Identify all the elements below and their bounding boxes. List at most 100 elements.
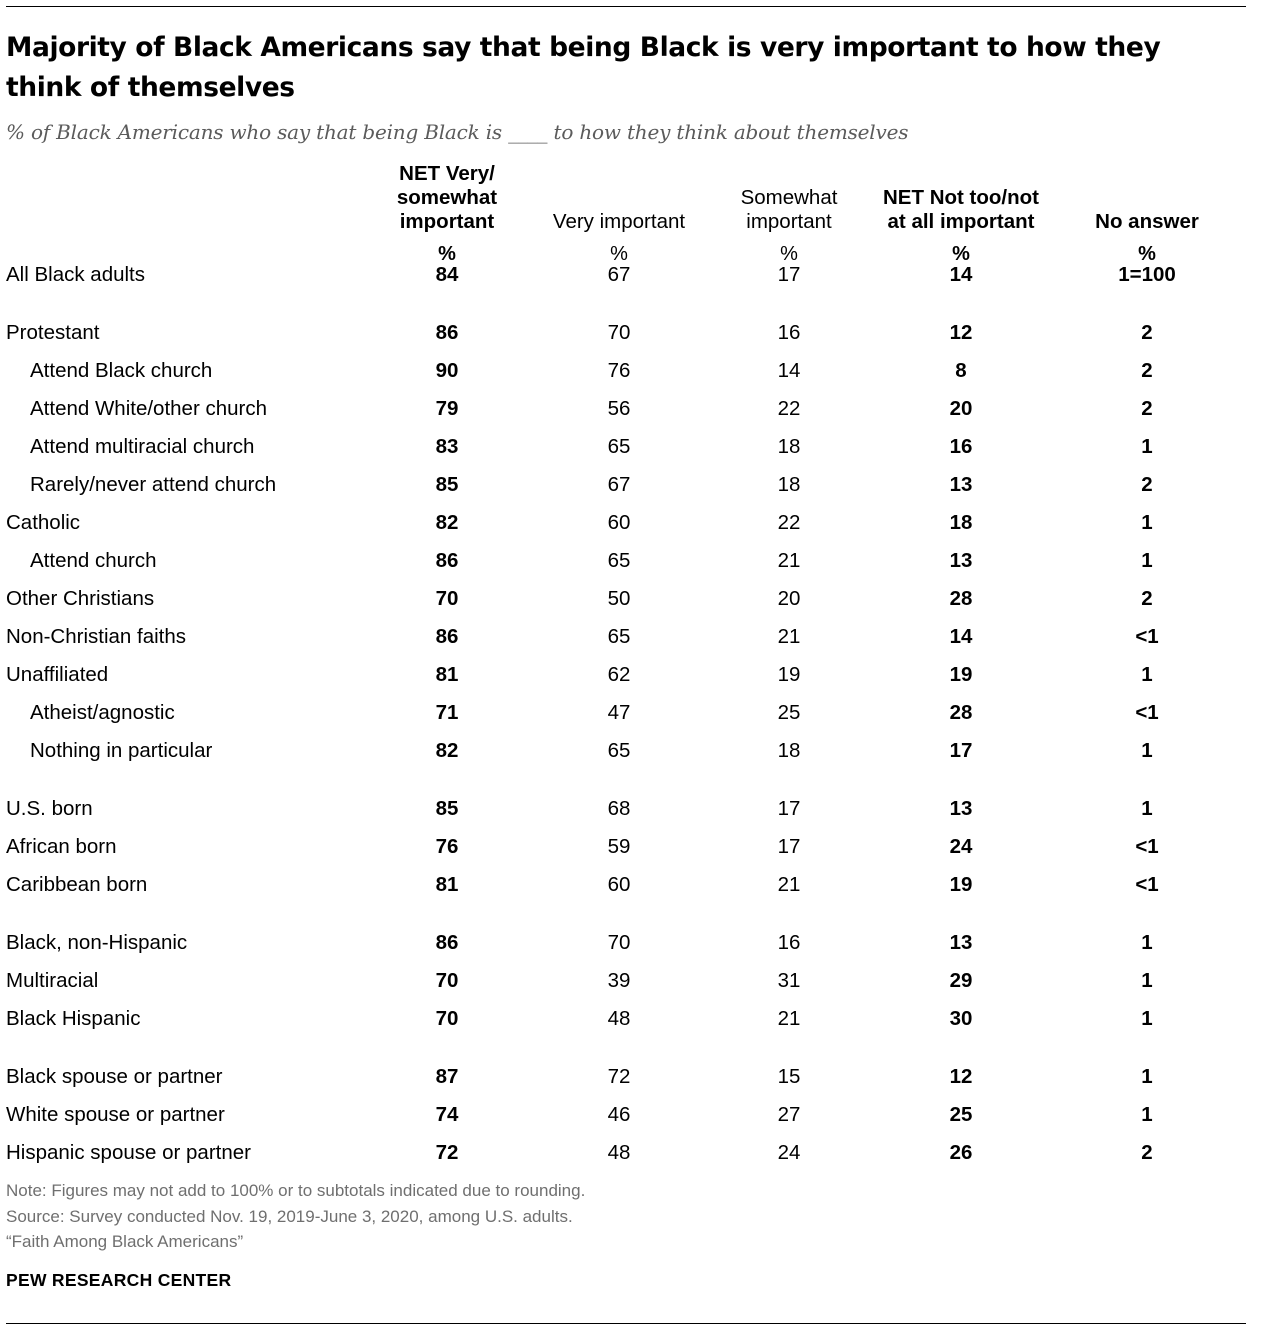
table-cell: 28: [949, 587, 973, 610]
table-cell: 26: [949, 1141, 973, 1164]
row-label: White spouse or partner: [6, 1103, 225, 1126]
table-cell: 48: [607, 1007, 631, 1030]
table-cell: 2: [1141, 587, 1153, 610]
table-cell: 86: [435, 625, 459, 648]
table-cell: 62: [607, 663, 631, 686]
table-row: Black, non-Hispanic 86 70 16 13 1: [0, 927, 1280, 959]
table-cell: 17: [949, 739, 973, 762]
table-cell: 17: [777, 835, 801, 858]
table-cell: 39: [607, 969, 631, 992]
table-cell: 17: [777, 797, 801, 820]
table-cell: 20: [949, 397, 973, 420]
table-cell: 71: [435, 701, 459, 724]
table-cell: 24: [949, 835, 973, 858]
note-text: Note: Figures may not add to 100% or to …: [6, 1181, 586, 1200]
row-label: Non-Christian faiths: [6, 625, 187, 648]
table-cell: 68: [607, 797, 631, 820]
table-cell: 30: [949, 1007, 973, 1030]
table-row: All Black adults 84 67 17 14 1=100: [0, 259, 1280, 291]
table-cell: 2: [1141, 1141, 1153, 1164]
table-cell: 18: [777, 435, 801, 458]
table-cell: 25: [777, 701, 801, 724]
table-cell: 14: [949, 263, 973, 286]
column-header-line: NET Not too/not: [883, 186, 1039, 209]
table-cell: 1: [1141, 931, 1153, 954]
table-row: Caribbean born 81 60 21 19 <1: [0, 869, 1280, 901]
row-label: Rarely/never attend church: [30, 473, 277, 496]
table-cell: 17: [777, 263, 801, 286]
table-cell: 12: [949, 321, 973, 344]
table-cell: 18: [777, 473, 801, 496]
table-cell: 19: [949, 873, 973, 896]
table-cell: 18: [777, 739, 801, 762]
row-label: All Black adults: [6, 263, 146, 286]
table-cell: 14: [949, 625, 973, 648]
row-label: Attend Black church: [30, 359, 213, 382]
table-cell: <1: [1135, 625, 1159, 648]
row-label: Attend church: [30, 549, 157, 572]
table-cell: 1: [1141, 435, 1153, 458]
table-row: Attend church 86 65 21 13 1: [0, 545, 1280, 577]
table-cell: 81: [435, 873, 459, 896]
table-cell: <1: [1135, 873, 1159, 896]
table-row: Non-Christian faiths 86 65 21 14 <1: [0, 621, 1280, 653]
table-cell: 65: [607, 739, 631, 762]
table-row: White spouse or partner 74 46 27 25 1: [0, 1099, 1280, 1131]
column-header-line: Somewhat: [740, 186, 838, 209]
column-header-line: important: [399, 210, 495, 233]
table-row: Multiracial 70 39 31 29 1: [0, 965, 1280, 997]
table-row: Black Hispanic 70 48 21 30 1: [0, 1003, 1280, 1035]
table-cell: 70: [435, 969, 459, 992]
table-cell: 59: [607, 835, 631, 858]
table-cell: 67: [607, 473, 631, 496]
table-cell: 27: [777, 1103, 801, 1126]
unit-label: %: [1138, 243, 1156, 265]
table-cell: 21: [777, 1007, 801, 1030]
table-cell: 82: [435, 739, 459, 762]
table-cell: 19: [777, 663, 801, 686]
table-cell: 1: [1141, 549, 1153, 572]
table-cell: 81: [435, 663, 459, 686]
table-cell: 8: [955, 359, 967, 382]
row-label: Black Hispanic: [6, 1007, 141, 1030]
bottom-rule: [6, 1323, 1246, 1324]
table-cell: 16: [777, 321, 801, 344]
table-cell: 1: [1141, 1065, 1153, 1088]
table-row: U.S. born 85 68 17 13 1: [0, 793, 1280, 825]
table-cell: 14: [777, 359, 801, 382]
table-cell: 50: [607, 587, 631, 610]
table-cell: 21: [777, 625, 801, 648]
footnotes: Note: Figures may not add to 100% or to …: [6, 1178, 585, 1255]
brand-name: PEW RESEARCH CENTER: [6, 1270, 232, 1290]
table-row: Nothing in particular 82 65 18 17 1: [0, 735, 1280, 767]
row-label: Catholic: [6, 511, 81, 534]
row-label: Multiracial: [6, 969, 99, 992]
table-cell: <1: [1135, 701, 1159, 724]
table-row: Unaffiliated 81 62 19 19 1: [0, 659, 1280, 691]
table-cell: 1=100: [1118, 263, 1176, 286]
column-header-line: somewhat: [396, 186, 498, 209]
table-cell: 13: [949, 931, 973, 954]
table-cell: 85: [435, 473, 459, 496]
table-row: Atheist/agnostic 71 47 25 28 <1: [0, 697, 1280, 729]
table-row: Attend White/other church 79 56 22 20 2: [0, 393, 1280, 425]
table-cell: 25: [949, 1103, 973, 1126]
row-label: Nothing in particular: [30, 739, 213, 762]
table-cell: 1: [1141, 511, 1153, 534]
table-cell: 12: [949, 1065, 973, 1088]
row-label: Attend multiracial church: [30, 435, 255, 458]
table-cell: 24: [777, 1141, 801, 1164]
unit-label: %: [438, 243, 456, 265]
table-cell: 65: [607, 625, 631, 648]
table-cell: 85: [435, 797, 459, 820]
unit-label: %: [780, 243, 798, 265]
table-row: Attend Black church 90 76 14 8 2: [0, 355, 1280, 387]
table-cell: 22: [777, 397, 801, 420]
table-cell: 76: [435, 835, 459, 858]
report-title: “Faith Among Black Americans”: [6, 1232, 244, 1251]
row-label: Black, non-Hispanic: [6, 931, 188, 954]
row-label: Caribbean born: [6, 873, 148, 896]
row-label: Hispanic spouse or partner: [6, 1141, 251, 1164]
table-cell: 13: [949, 797, 973, 820]
table-cell: 86: [435, 321, 459, 344]
